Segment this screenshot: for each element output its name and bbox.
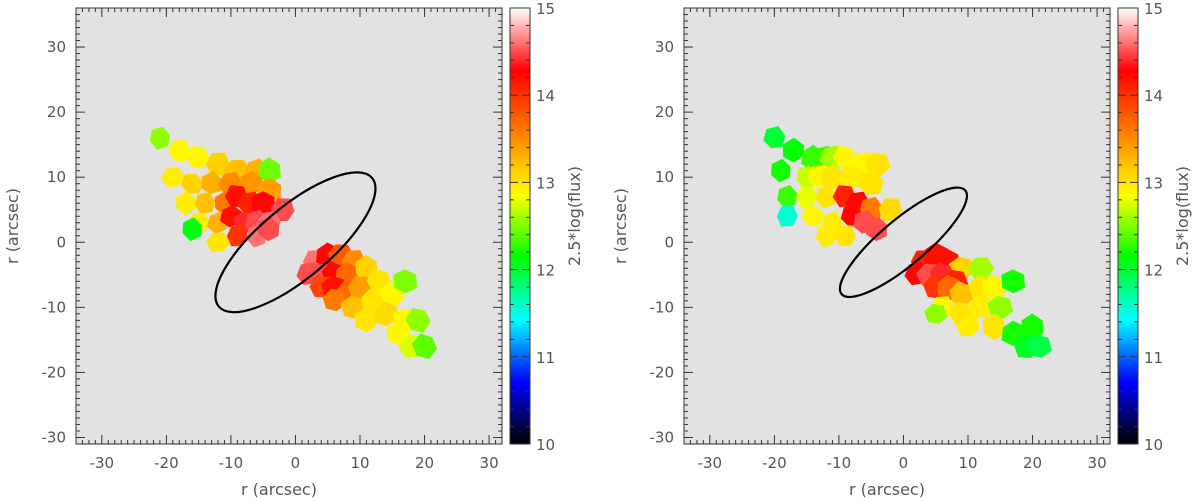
colorbar-frame (509, 7, 531, 445)
data-cell (777, 185, 798, 209)
y-tick-label: -20 (650, 363, 675, 381)
colorbar-tick-label: 12 (536, 262, 555, 280)
data-cell (412, 333, 438, 360)
data-cell (878, 198, 903, 222)
x-tick-label: -20 (762, 454, 787, 472)
y-tick-label: 30 (655, 38, 674, 56)
data-cell (956, 315, 980, 337)
data-cell (205, 232, 231, 253)
data-cell (182, 217, 202, 242)
y-tick-label: -30 (42, 428, 67, 446)
y-tick-label: -10 (650, 298, 675, 316)
colorbar (1118, 8, 1138, 444)
voronoi-cells (763, 126, 1052, 359)
colorbar-tick-label: 11 (1144, 349, 1163, 367)
x-axis-label: r (arcsec) (849, 480, 925, 499)
plot-background (76, 8, 502, 444)
x-tick-label: 30 (1088, 454, 1107, 472)
fit-ellipse (214, 171, 377, 314)
data-cell (923, 303, 948, 324)
data-cell (180, 173, 204, 194)
data-cell (967, 296, 995, 319)
x-tick-label: -10 (219, 454, 244, 472)
y-axis-label: r (arcsec) (3, 188, 22, 264)
data-cell (858, 172, 884, 196)
colorbar-tick-label: 10 (1144, 436, 1163, 454)
data-cell (776, 205, 798, 227)
data-cell (802, 206, 825, 227)
x-tick-label: 20 (415, 454, 434, 472)
data-cell (815, 224, 837, 248)
right-panel: -30 -20 -10 0 10 20 30 -30 -20 -10 0 10 20 30 r (arcse… (611, 0, 1192, 499)
x-tick-label: -30 (90, 454, 115, 472)
y-tick-label: 10 (655, 168, 674, 186)
colorbar-tick-label: 12 (1144, 262, 1163, 280)
colorbar-tick-label: 13 (536, 174, 555, 192)
y-tick-label: 10 (47, 168, 66, 186)
data-cell (771, 158, 791, 183)
x-tick-label: 10 (958, 454, 977, 472)
data-cell (864, 152, 891, 176)
data-cell (982, 313, 1006, 341)
x-tick-label: -20 (154, 454, 179, 472)
data-cell (176, 191, 196, 216)
colorbar-tick-label: 15 (536, 0, 555, 18)
colorbar-label: 2.5*log(flux) (1173, 166, 1192, 266)
colorbar (510, 8, 530, 444)
voronoi-cells (149, 126, 438, 360)
x-tick-label: 30 (480, 454, 499, 472)
plot-background (684, 8, 1110, 444)
data-cell (815, 185, 837, 209)
data-cell (405, 308, 431, 333)
colorbar-tick-label: 13 (1144, 174, 1163, 192)
data-cell (796, 186, 818, 208)
y-tick-label: -10 (42, 298, 67, 316)
colorbar-tick-label: 14 (536, 87, 555, 105)
data-cell (374, 301, 398, 327)
colorbar-tick-label: 15 (1144, 0, 1163, 18)
y-tick-label: -20 (42, 363, 67, 381)
data-cell (393, 269, 418, 294)
data-cell (185, 145, 210, 169)
data-cell (160, 166, 185, 188)
data-cell (149, 126, 170, 150)
colorbar-frame (1117, 7, 1139, 445)
data-cell (865, 217, 888, 242)
y-tick-label: 20 (655, 103, 674, 121)
colorbar-tick-label: 11 (536, 349, 555, 367)
x-tick-label: 10 (350, 454, 369, 472)
y-tick-label: 20 (47, 103, 66, 121)
x-axis-label: r (arcsec) (241, 480, 317, 499)
colorbar-tick-label: 10 (536, 436, 555, 454)
data-cell (322, 288, 346, 312)
y-tick-label: 30 (47, 38, 66, 56)
x-tick-label: 0 (291, 454, 301, 472)
y-tick-label: -30 (650, 428, 675, 446)
y-tick-label: 0 (56, 233, 66, 251)
fit-ellipse (838, 186, 969, 299)
data-cell (1026, 334, 1052, 359)
data-cell (987, 295, 1014, 320)
data-cell (201, 171, 222, 195)
y-axis-label: r (arcsec) (611, 188, 630, 264)
data-cell (168, 140, 191, 162)
x-tick-label: 0 (899, 454, 909, 472)
left-panel: -30 -20 -10 0 10 20 30 -30 -20 -10 0 10 20 30 r (arcse… (3, 0, 584, 499)
x-tick-label: 20 (1023, 454, 1042, 472)
data-cell (763, 126, 786, 149)
colorbar-tick-label: 14 (1144, 87, 1163, 105)
x-tick-label: -30 (698, 454, 723, 472)
data-cell (194, 191, 216, 215)
data-cell (1001, 269, 1026, 294)
data-cell (834, 225, 856, 247)
x-tick-label: -10 (827, 454, 852, 472)
colorbar-label: 2.5*log(flux) (565, 166, 584, 266)
y-tick-label: 0 (664, 233, 674, 251)
